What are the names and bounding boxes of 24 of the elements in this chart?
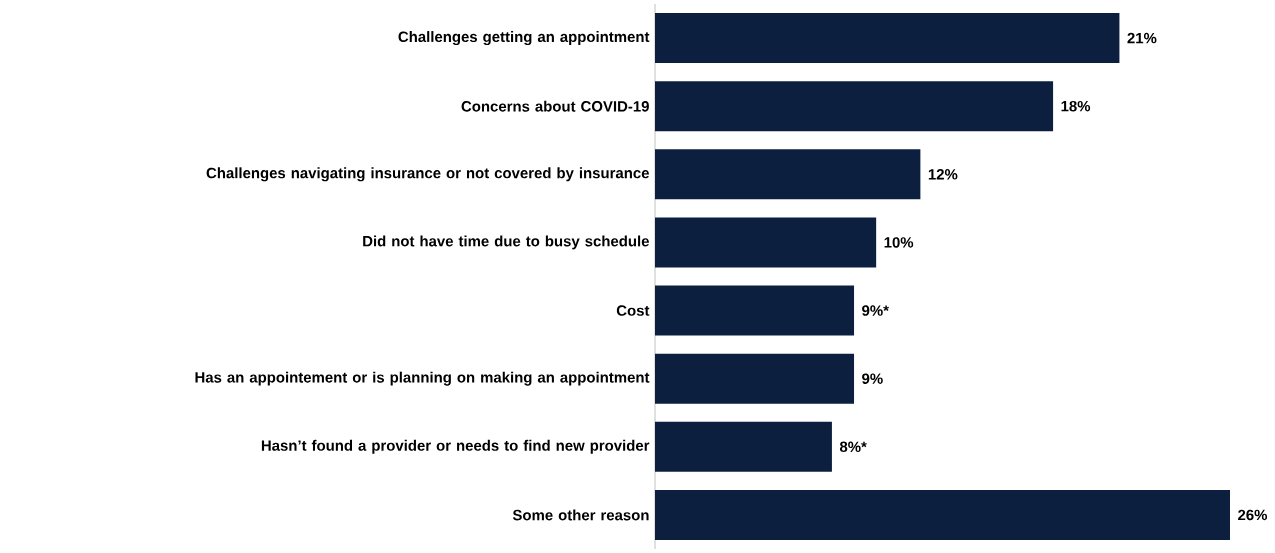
y-tick-label: Did not have time due to busy schedule — [363, 235, 649, 250]
data-label: 26% — [1238, 509, 1268, 521]
y-tick-label: Hasn’t found a provider or needs to find new provider — [261, 439, 650, 454]
bar — [655, 149, 921, 200]
y-tick-label: Challenges navigating insurance or not covered by insurance — [206, 167, 649, 182]
data-label: 9%* — [862, 305, 889, 316]
y-tick-label: Has an appointement or is planning on making an appointment — [195, 371, 650, 386]
data-label: 12% — [928, 169, 958, 180]
data-label: 8%* — [839, 441, 867, 453]
y-tick-label: Challenges getting an appointment — [398, 31, 650, 46]
bar — [655, 217, 877, 268]
bar — [655, 13, 1120, 64]
data-label: 9% — [862, 373, 883, 384]
y-tick-label: Some other reason — [512, 509, 649, 521]
bar — [655, 81, 1054, 132]
y-tick-label: Concerns about COVID-19 — [461, 100, 649, 112]
data-label: 10% — [884, 237, 914, 248]
y-tick-label: Cost — [616, 305, 650, 316]
bar — [655, 421, 832, 472]
data-label: 18% — [1061, 100, 1091, 112]
data-label: 21% — [1127, 32, 1157, 44]
bar — [655, 353, 855, 404]
bar — [655, 489, 1230, 540]
bar — [655, 285, 855, 336]
